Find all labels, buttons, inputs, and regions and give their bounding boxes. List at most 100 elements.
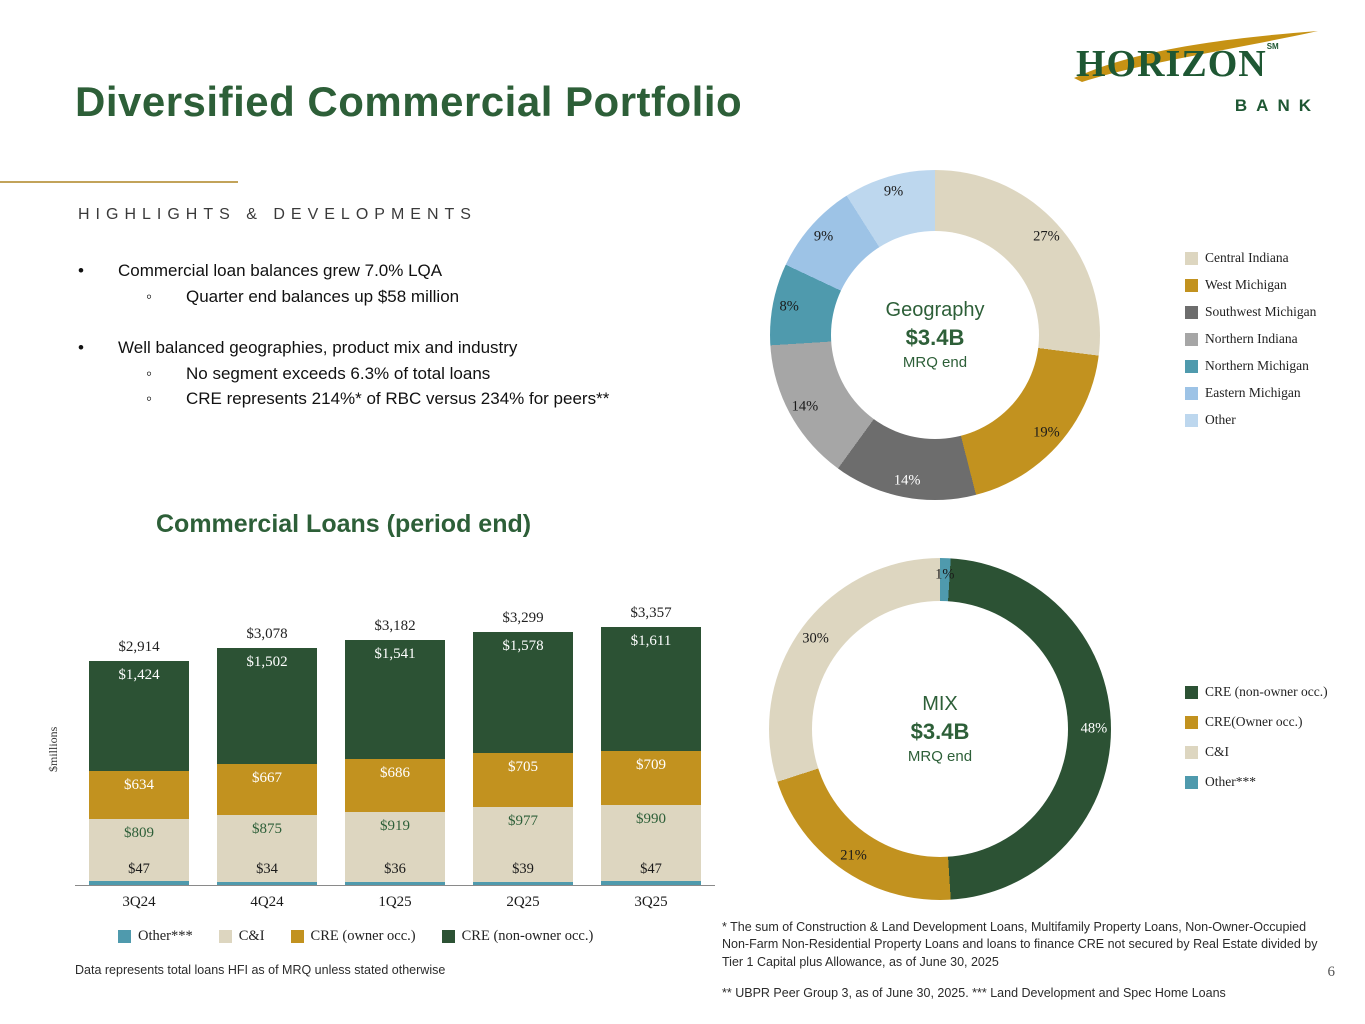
legend-swatch [1185,685,1198,699]
bar-chart-title: Commercial Loans (period end) [156,510,532,538]
geography-legend: Central Indiana West Michigan Southwest Mi… [1185,250,1316,428]
logo-bank-text: BANK [1234,96,1320,115]
bar-segment: $667 [217,763,317,816]
legend-swatch [1185,715,1198,729]
legend-item: Eastern Michigan [1185,385,1316,401]
legend-label: Central Indiana [1205,250,1289,265]
legend-swatch [1185,359,1198,373]
mix-segment-pct-label: 1% [935,566,955,583]
geography-donut-chart: Geography $3.4B MRQ end 27% 19% 14% 14% 8% 9%… [770,170,1100,500]
bar-segment-label: $1,611 [630,633,672,650]
footnote-peer-group: ** UBPR Peer Group 3, as of June 30, 202… [722,986,1226,1000]
bullet-text: No segment exceeds 6.3% of total loans [186,363,491,383]
bullet-text: Quarter end balances up $58 million [186,286,460,306]
legend-swatch [290,930,304,943]
legend-label: Other [1205,412,1236,427]
legend-item: Southwest Michigan [1185,304,1316,320]
geography-segment-pct-label: 27% [1033,228,1060,245]
bar-segment: $1,502 [217,648,317,764]
bar-segment: $709 [601,750,701,806]
bar-slot: $3,182 $1,541 $686 $919 $36 [331,618,459,885]
legend-swatch [1185,745,1198,759]
bar-total-label: $3,299 [502,609,544,626]
mix-legend: CRE (non-owner occ.) CRE(Owner occ.) C&I Ot… [1185,684,1328,790]
legend-label: Northern Indiana [1205,331,1298,346]
mix-center-title: MIX [922,693,958,715]
highlights-list: Commercial loan balances grew 7.0% LQA Q… [78,248,618,412]
legend-item: Other*** [118,928,193,945]
bar-segment-label: $709 [636,756,666,773]
legend-label: CRE (owner occ.) [310,928,416,944]
bar-segment-label: $1,541 [374,646,416,663]
bullet-item: Commercial loan balances grew 7.0% LQA [78,258,618,284]
legend-swatch [1185,386,1198,400]
bar-segment [473,882,573,885]
legend-item: Northern Indiana [1185,331,1316,347]
bar-chart-ylabel: $millions [46,726,60,772]
bar-segment: $1,611 [601,627,701,751]
footnote-rbc: * The sum of Construction & Land Develop… [722,920,1318,969]
bar-total-label: $3,182 [374,618,416,635]
bar-stack: $1,611 $709 $990 $47 [601,627,701,885]
bar-xaxis-label: 3Q25 [634,894,668,910]
bar-segment: $809 [89,819,189,882]
legend-label: C&I [238,928,265,944]
logo-swoosh-icon [1074,31,1318,82]
legend-swatch [1185,332,1198,346]
bar-segment: $634 [89,770,189,820]
legend-label: CRE (non-owner occ.) [1205,684,1328,699]
legend-item: CRE(Owner occ.) [1185,714,1328,730]
bar-segment: $1,578 [473,631,573,753]
bar-segment: $875 [217,815,317,883]
legend-swatch [218,930,232,943]
bar-segment [217,882,317,885]
legend-label: Other*** [138,928,193,944]
bullet-text: CRE represents 214%* of RBC versus 234% … [186,389,610,408]
bullet-text: Well balanced geographies, product mix a… [118,338,518,357]
horizon-bank-logo: HORIZONSM BANK [1074,31,1320,116]
legend-label: Other*** [1205,774,1256,789]
mix-segment-pct-label: 21% [840,847,867,864]
bar-segment [601,881,701,885]
bullet-item: No segment exceeds 6.3% of total loans [78,361,618,387]
geography-donut-center: Geography $3.4B MRQ end [831,231,1039,439]
bar-segment-label: $1,424 [118,667,160,684]
bar-xaxis: 3Q24 4Q24 1Q25 2Q25 3Q25 [75,894,715,911]
highlights-heading: HIGHLIGHTS & DEVELOPMENTS [78,206,477,223]
mix-segment-pct-label: 30% [802,630,829,647]
geography-segment-pct-label: 9% [813,228,834,245]
bar-slot: $3,299 $1,578 $705 $977 $39 [459,609,587,885]
bar-segment [345,882,445,885]
bullet-marker [78,335,118,361]
bar-other-label: $39 [512,861,534,877]
bullet-marker [146,284,186,310]
bar-segment [89,881,189,885]
geography-center-value: $3.4B [905,325,965,350]
bar-total-label: $3,078 [246,626,288,643]
page-title: Diversified Commercial Portfolio [75,78,743,125]
logo-text: HORIZON [1076,43,1267,85]
bar-segment-label: $1,578 [502,637,544,654]
geography-segment-pct-label: 8% [779,298,799,315]
legend-label: Eastern Michigan [1205,385,1301,400]
bar-xaxis-label: 1Q25 [378,894,412,910]
bar-segment-label: $1,502 [246,654,288,671]
bar-slot: $3,357 $1,611 $709 $990 $47 [587,605,715,885]
legend-label: C&I [1205,744,1230,759]
bar-segment: $686 [345,758,445,812]
legend-item: CRE (non-owner occ.) [1185,684,1328,700]
legend-label: CRE(Owner occ.) [1205,714,1303,729]
mix-center-value: $3.4B [910,719,970,744]
bar-segment: $1,541 [345,640,445,759]
geography-segment-pct-label: 14% [893,472,921,489]
bullet-marker [78,258,118,284]
page-number: 6 [1327,964,1336,980]
legend-item: Other*** [1185,774,1328,790]
bullet-item: CRE represents 214%* of RBC versus 234% … [78,386,618,412]
geography-center-title: Geography [885,299,985,321]
legend-item: Northern Michigan [1185,358,1316,374]
bar-segment-label: $919 [380,817,410,834]
bar-other-label: $36 [384,861,406,877]
bar-segment-label: $686 [380,764,410,781]
bar-other-label: $47 [128,861,150,877]
